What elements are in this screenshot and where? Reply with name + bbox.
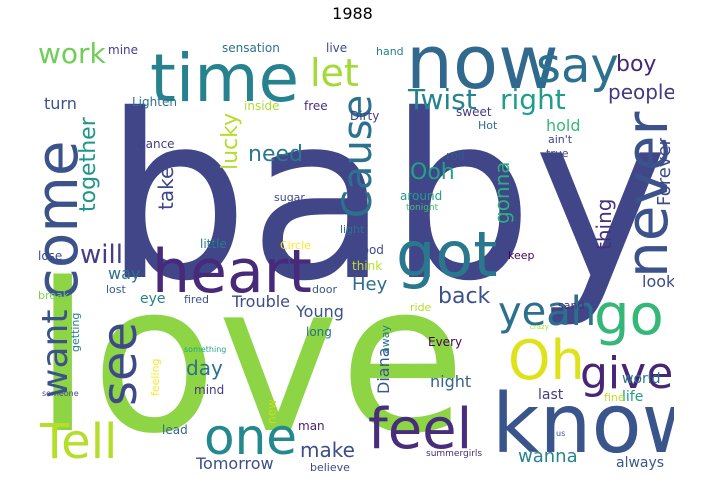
word: wanna	[518, 446, 578, 467]
word: yeah	[498, 289, 597, 335]
word: tonight	[406, 203, 439, 213]
word: Circle	[280, 239, 311, 252]
word: Every	[428, 335, 463, 349]
word: ride	[410, 301, 432, 314]
word: last	[538, 387, 564, 403]
word: go	[594, 283, 664, 348]
word: turn	[44, 94, 77, 113]
word: see	[92, 321, 148, 406]
word: light	[340, 223, 365, 236]
word: Twist	[408, 83, 477, 116]
word: take	[154, 166, 178, 210]
word: live	[326, 41, 348, 55]
word: people	[608, 80, 674, 104]
word: Dirty	[350, 109, 380, 123]
word: hand	[376, 45, 404, 58]
word: true	[546, 147, 569, 160]
word: little	[200, 237, 227, 251]
word: Oh	[508, 329, 585, 392]
word: give	[580, 348, 674, 399]
word: gonna	[490, 161, 514, 224]
word: make	[300, 438, 355, 462]
word: ain't	[548, 133, 573, 146]
word: someone	[42, 389, 79, 398]
word: Lighten	[132, 95, 177, 109]
word: now	[406, 34, 559, 106]
word: Diana	[374, 347, 393, 394]
word: know	[492, 377, 674, 472]
word: door	[312, 283, 337, 296]
word: Trouble	[232, 292, 291, 311]
word: right	[500, 83, 566, 116]
word: feeling	[149, 358, 162, 396]
word: day	[186, 356, 223, 380]
word: new	[265, 399, 279, 424]
word-cloud: baby love know now time heart got come n…	[34, 34, 674, 474]
word: heart	[152, 237, 312, 307]
word: Hot	[478, 119, 498, 132]
page-title: 1988	[332, 4, 373, 23]
word: sensation	[222, 41, 280, 55]
word: baby	[104, 65, 669, 331]
word: boy	[616, 52, 657, 77]
word: getting	[69, 312, 82, 352]
word: say	[536, 38, 619, 94]
word: break	[38, 289, 70, 302]
word: together	[76, 117, 101, 212]
word: believe	[310, 461, 350, 474]
word: free	[304, 99, 328, 113]
word: think	[352, 259, 383, 273]
word: lucky	[218, 112, 243, 170]
word: Young	[296, 302, 344, 321]
word: crazy	[530, 323, 549, 331]
word: something	[184, 345, 227, 354]
word: look	[642, 272, 674, 291]
word: work	[38, 37, 106, 70]
word: sugar	[274, 191, 305, 204]
word: night	[430, 372, 472, 391]
word: time	[150, 40, 300, 117]
word: lead	[162, 423, 188, 437]
word: Hey	[352, 274, 388, 295]
word: summergirls	[426, 449, 483, 459]
word: away	[379, 325, 392, 354]
word: sand	[558, 299, 585, 312]
word: world	[622, 371, 661, 387]
word: sweet	[456, 105, 492, 119]
word: fired	[184, 293, 209, 306]
word: keep	[508, 249, 535, 262]
word: feel	[368, 397, 473, 462]
word: Tomorrow	[196, 454, 274, 473]
word: mine	[108, 43, 139, 57]
word: inside	[244, 99, 280, 113]
word: thing	[592, 198, 616, 250]
word: life	[622, 389, 644, 405]
word: hold	[546, 116, 581, 135]
word: Tell	[40, 414, 118, 470]
word: lost	[106, 283, 126, 296]
word: let	[310, 51, 359, 95]
word: one	[204, 408, 298, 466]
word: need	[248, 142, 303, 167]
word: back	[438, 284, 491, 309]
word: got	[396, 218, 498, 291]
word: always	[616, 455, 665, 471]
word: way	[108, 264, 141, 283]
word: long	[306, 325, 332, 339]
word: man	[298, 419, 325, 433]
word: Forever	[654, 138, 674, 206]
word: will	[80, 240, 123, 270]
word: Ooh	[410, 160, 455, 185]
word: mind	[194, 383, 225, 397]
word: around	[400, 189, 443, 203]
word: lose	[38, 249, 63, 263]
word: good	[354, 243, 384, 257]
word: dance	[138, 137, 175, 151]
word: us	[556, 429, 566, 438]
word: fine	[604, 391, 625, 404]
word: love	[34, 239, 466, 474]
word: roll	[446, 149, 465, 163]
word: eye	[140, 291, 166, 307]
